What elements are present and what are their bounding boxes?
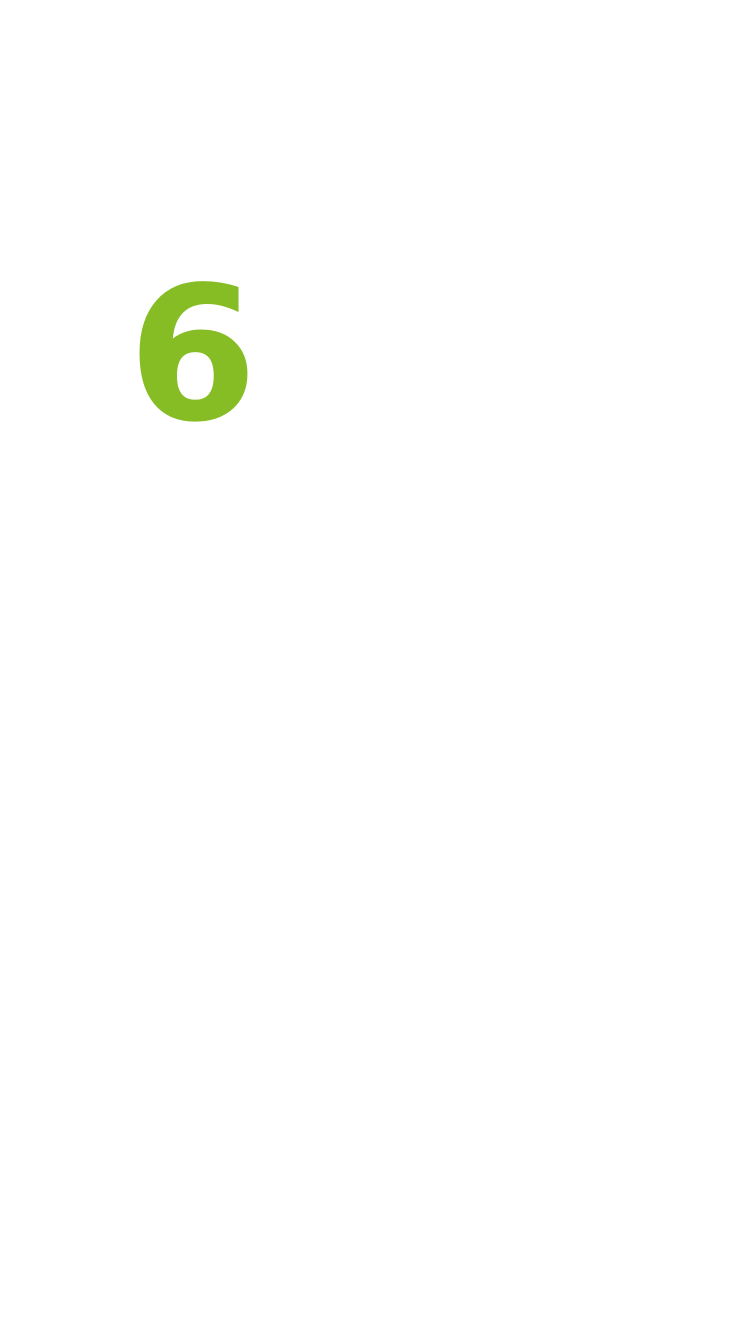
large-number-display: 6 [128, 246, 258, 463]
